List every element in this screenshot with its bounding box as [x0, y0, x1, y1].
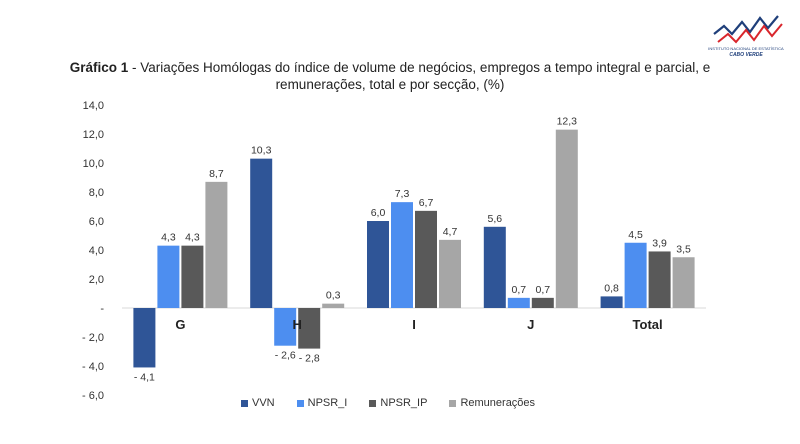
category-label: I [412, 317, 416, 332]
legend-item: NPSR_I [296, 397, 348, 409]
y-tick-label: 12,0 [83, 129, 104, 141]
bar-NPSR_I-J [507, 297, 530, 308]
data-label: 8,7 [209, 168, 224, 180]
bar-Remunerações-Total [672, 257, 695, 308]
bar-NPSR_I-G [157, 245, 180, 308]
data-label: 0,7 [511, 284, 526, 296]
data-label: 3,9 [652, 237, 667, 249]
chart-title: Gráfico 1 - Variações Homólogas do índic… [60, 59, 720, 93]
bar-VVN-H [250, 158, 273, 308]
y-tick-label: 8,0 [89, 187, 104, 199]
bar-VVN-Total [600, 296, 623, 308]
bar-VVN-I [367, 221, 389, 308]
data-label: 4,3 [185, 232, 200, 244]
chart-title-text: - Variações Homólogas do índice de volum… [131, 60, 711, 92]
data-label: 10,3 [251, 145, 272, 157]
bar-VVN-J [483, 226, 506, 308]
y-tick-label: 2,0 [89, 274, 104, 286]
bar-Remunerações-J [555, 129, 578, 308]
category-label: J [527, 317, 534, 332]
y-tick-label: 6,0 [89, 216, 104, 228]
data-label: 12,3 [557, 116, 578, 128]
data-label: 0,3 [326, 290, 341, 302]
data-label: 0,8 [604, 282, 619, 294]
category-label: Total [633, 317, 663, 332]
bar-NPSR_IP-J [531, 297, 554, 308]
bar-Remunerações-H [322, 303, 345, 308]
bar-NPSR_IP-G [181, 245, 204, 308]
legend-swatch [449, 399, 457, 407]
legend-item: NPSR_IP [369, 397, 427, 409]
bar-VVN-G [133, 308, 156, 368]
bar-NPSR_IP-H [298, 308, 321, 349]
category-label: H [293, 317, 302, 332]
data-label: 4,7 [443, 226, 458, 238]
legend-item: Remunerações [449, 397, 535, 409]
bar-NPSR_IP-Total [648, 251, 671, 308]
y-tick-label: - 4,0 [82, 361, 104, 373]
y-tick-label: 10,0 [83, 158, 104, 170]
legend-label: Remunerações [460, 397, 536, 409]
data-label: - 2,6 [275, 350, 296, 362]
bar-NPSR_I-I [391, 202, 413, 308]
y-tick-label: 14,0 [83, 100, 104, 112]
data-label: 5,6 [487, 213, 502, 225]
y-tick-label: 4,0 [89, 245, 104, 257]
category-label: G [175, 317, 185, 332]
data-label: 3,5 [676, 243, 691, 255]
chart-title-prefix: Gráfico 1 [69, 60, 129, 75]
y-tick-label: - 6,0 [82, 390, 104, 402]
legend-swatch [241, 399, 248, 407]
bar-Remunerações-G [205, 181, 228, 308]
data-label: 4,3 [161, 232, 176, 244]
data-label: 7,3 [395, 188, 410, 200]
bar-NPSR_I-H [274, 308, 297, 346]
data-label: - 4,1 [134, 371, 155, 383]
legend-swatch [296, 399, 304, 407]
data-label: 0,7 [535, 284, 550, 296]
data-label: - 2,8 [299, 353, 320, 365]
data-label: 6,7 [419, 197, 434, 209]
logo-mark-icon [713, 15, 783, 44]
data-label: 6,0 [371, 207, 386, 219]
logo: INSTITUTO NACIONAL DE ESTATÍSTICA CABO V… [706, 12, 786, 64]
data-label: 4,5 [628, 229, 643, 241]
legend-item: VVN [241, 397, 275, 409]
bar-NPSR_I-Total [624, 242, 647, 308]
legend-swatch [369, 399, 377, 407]
legend-label: NPSR_I [307, 397, 348, 409]
logo-line1: INSTITUTO NACIONAL DE ESTATÍSTICA [708, 46, 784, 51]
bar-Remunerações-I [439, 239, 461, 308]
logo-line2: CABO VERDE [729, 52, 763, 58]
bar-NPSR_IP-I [415, 210, 437, 308]
y-tick-label: - [100, 303, 104, 315]
y-tick-label: - 2,0 [82, 332, 104, 344]
chart-legend: VVN NPSR_I NPSR_IP Remunerações [241, 397, 535, 409]
legend-label: VVN [252, 397, 275, 409]
legend-label: NPSR_IP [380, 397, 428, 409]
